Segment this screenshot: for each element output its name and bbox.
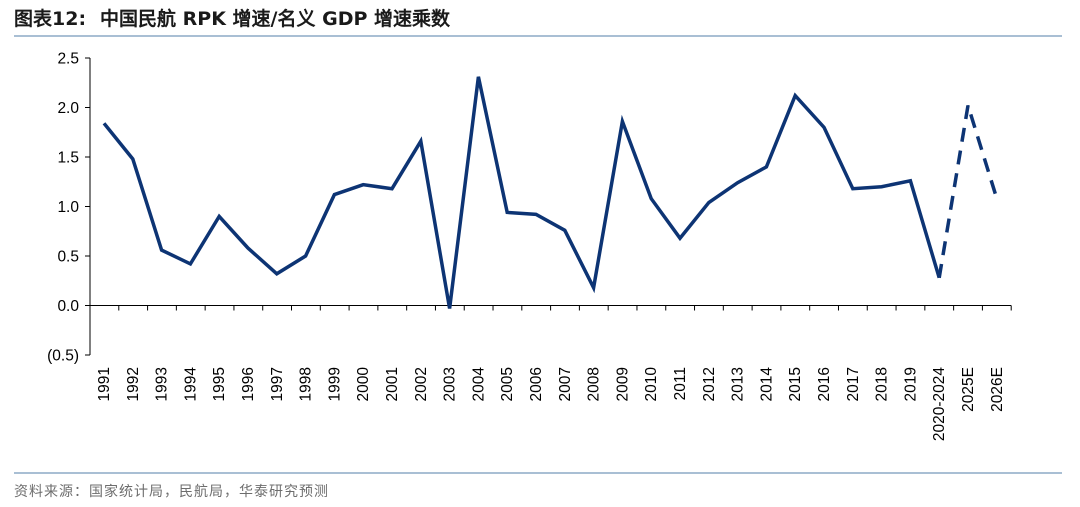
x-tick-label: 2020-2024 [931, 367, 948, 442]
x-tick-label: 1993 [154, 367, 171, 401]
x-tick-label: 1991 [96, 367, 113, 401]
x-tick-label: 2007 [557, 367, 574, 401]
x-tick-label: 2006 [528, 367, 545, 401]
x-tick-label: 2015 [787, 367, 804, 401]
x-tick-label: 2025E [960, 367, 977, 412]
x-tick-label: 2018 [874, 367, 891, 401]
line-chart: (0.5) 0.0 0.5 1.0 1.5 2.0 2.5 1991 1992 1993 1994… [47, 51, 1012, 442]
x-tick-label: 2012 [701, 367, 718, 401]
x-tick-label: 2010 [643, 367, 660, 402]
figure-title-text: 中国民航 RPK 增速/名义 GDP 增速乘数 [100, 8, 451, 30]
source-note: 资料来源：国家统计局，民航局，华泰研究预测 [14, 484, 329, 500]
y-tick-label: 2.0 [57, 100, 79, 117]
x-tick-label: 1999 [326, 367, 343, 401]
x-tick-label: 1998 [298, 367, 315, 401]
figure-label: 图表12: [14, 8, 87, 30]
x-tick-label: 2009 [614, 367, 631, 401]
x-tick-label: 2017 [845, 367, 862, 401]
x-tick-label: 1994 [182, 367, 199, 402]
x-tick-label: 1996 [240, 367, 257, 401]
x-tick-label: 2026E [989, 367, 1006, 412]
source-rule [14, 472, 1062, 474]
y-tick-label: 0.5 [57, 249, 79, 266]
series-line [937, 104, 999, 279]
series-line [102, 76, 941, 309]
figure-title: 图表12: 中国民航 RPK 增速/名义 GDP 增速乘数 [14, 6, 464, 32]
x-tick-label: 1992 [125, 367, 142, 401]
x-tick-label: 1995 [211, 367, 228, 401]
x-tick-label: 2001 [384, 367, 401, 401]
x-tick-label: 1997 [269, 367, 286, 401]
x-tick-label: 2003 [442, 367, 459, 401]
series-lines [102, 76, 999, 309]
x-tick-label: 2011 [672, 367, 689, 400]
y-tick-label: 1.0 [57, 199, 79, 216]
y-tick-label: 2.5 [57, 51, 79, 68]
title-rule [14, 35, 1062, 37]
x-tick-label: 2014 [758, 367, 775, 402]
x-tick-label: 2008 [586, 367, 603, 401]
x-tick-label: 2000 [355, 367, 372, 402]
x-tick-label: 2002 [413, 367, 430, 401]
x-tick-label: 2005 [499, 367, 516, 401]
y-tick-label: (0.5) [47, 348, 79, 365]
x-tick-label: 2004 [470, 367, 487, 402]
x-tick-label: 2016 [816, 367, 833, 401]
x-axis: 1991 1992 1993 1994 1995 1996 1997 1998 1999 2000… [89, 305, 1012, 442]
y-axis: (0.5) 0.0 0.5 1.0 1.5 2.0 2.5 [47, 51, 91, 365]
x-tick-label: 2019 [902, 367, 919, 401]
y-tick-label: 1.5 [57, 150, 79, 167]
x-tick-label: 2013 [730, 367, 747, 401]
y-tick-label: 0.0 [57, 298, 79, 315]
